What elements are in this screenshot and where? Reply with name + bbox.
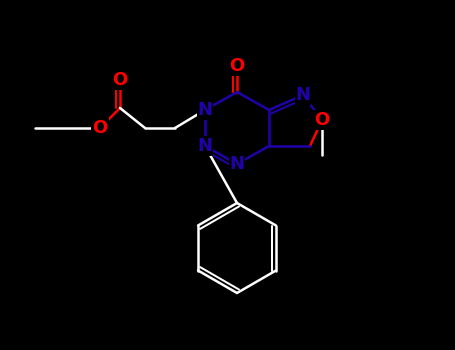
Text: N: N (229, 155, 244, 173)
Text: O: O (229, 57, 245, 75)
Text: N: N (197, 101, 212, 119)
Text: N: N (295, 86, 310, 104)
Text: O: O (314, 111, 329, 129)
Text: O: O (112, 71, 127, 89)
Text: O: O (92, 119, 108, 137)
Text: N: N (197, 137, 212, 155)
